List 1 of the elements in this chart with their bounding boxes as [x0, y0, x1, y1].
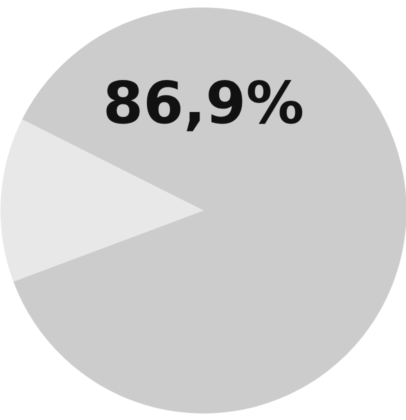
data-label: 86,9%: [102, 68, 304, 137]
